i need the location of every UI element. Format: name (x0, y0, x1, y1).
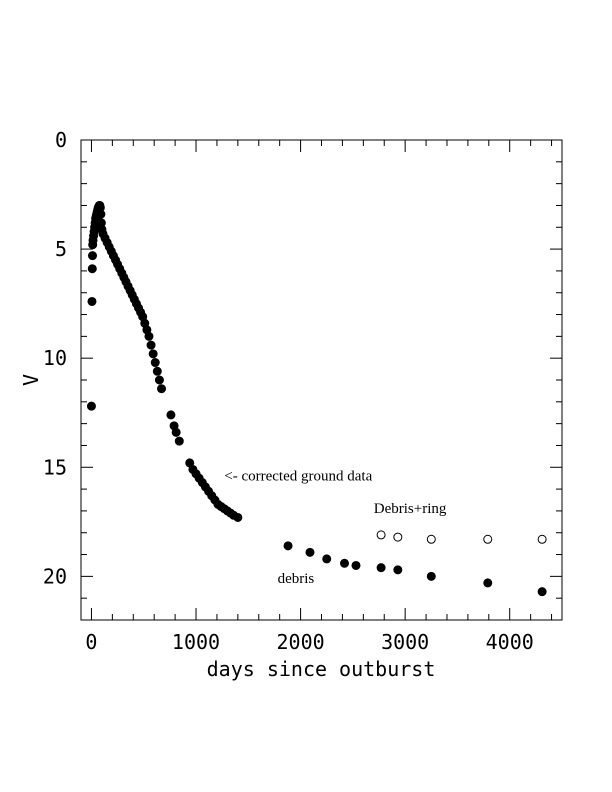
filled-data-point (351, 560, 361, 570)
filled-data-point (166, 410, 176, 420)
annotation-label: debris (278, 571, 315, 587)
open-data-point (483, 534, 493, 544)
open-data-point (393, 532, 403, 542)
filled-data-point (537, 587, 547, 597)
y-tick-label: 10 (43, 346, 67, 370)
annotation-label: Debris+ring (374, 501, 447, 517)
filled-data-point (96, 209, 106, 219)
annotation-label: <- corrected ground data (224, 468, 372, 484)
filled-data-point (393, 565, 403, 575)
filled-data-point (233, 512, 243, 522)
filled-data-point (87, 264, 97, 274)
x-axis-label: days since outburst (207, 657, 436, 681)
data-points (86, 200, 547, 597)
filled-data-point (157, 384, 167, 394)
filled-data-point (322, 554, 332, 564)
x-tick-label: 2000 (277, 630, 325, 654)
filled-data-point (148, 349, 158, 359)
chart-annotations: <- corrected ground data Debris+ring debri… (224, 468, 447, 587)
filled-data-point (283, 541, 293, 551)
plot-frame (80, 139, 563, 621)
y-tick-label: 5 (55, 237, 67, 261)
x-tick-label: 4000 (486, 630, 534, 654)
y-tick-label: 15 (43, 455, 67, 479)
filled-data-point (154, 375, 164, 385)
open-data-point (537, 534, 547, 544)
axis-ticks (81, 139, 562, 621)
x-tick-label: 0 (85, 630, 97, 654)
open-data-point (426, 534, 436, 544)
filled-data-point (146, 340, 156, 350)
filled-data-point (144, 331, 154, 341)
filled-data-point (483, 578, 493, 588)
filled-data-point (152, 366, 162, 376)
filled-data-point (426, 571, 436, 581)
filled-data-point (174, 436, 184, 446)
y-axis-label: V (19, 374, 43, 386)
filled-data-point (340, 558, 350, 568)
filled-data-point (305, 547, 315, 557)
filled-data-point (150, 358, 160, 368)
filled-data-point (86, 401, 96, 411)
filled-data-point (88, 251, 98, 261)
filled-data-point (376, 563, 386, 573)
axis-tick-labels: 0 1000 2000 3000 4000 0 5 10 15 20 (43, 128, 534, 654)
filled-data-point (87, 296, 97, 306)
open-data-point (376, 530, 386, 540)
x-tick-label: 1000 (172, 630, 220, 654)
y-tick-label: 0 (55, 128, 67, 152)
y-tick-label: 20 (43, 564, 67, 588)
x-tick-label: 3000 (381, 630, 429, 654)
filled-data-point (171, 427, 181, 437)
